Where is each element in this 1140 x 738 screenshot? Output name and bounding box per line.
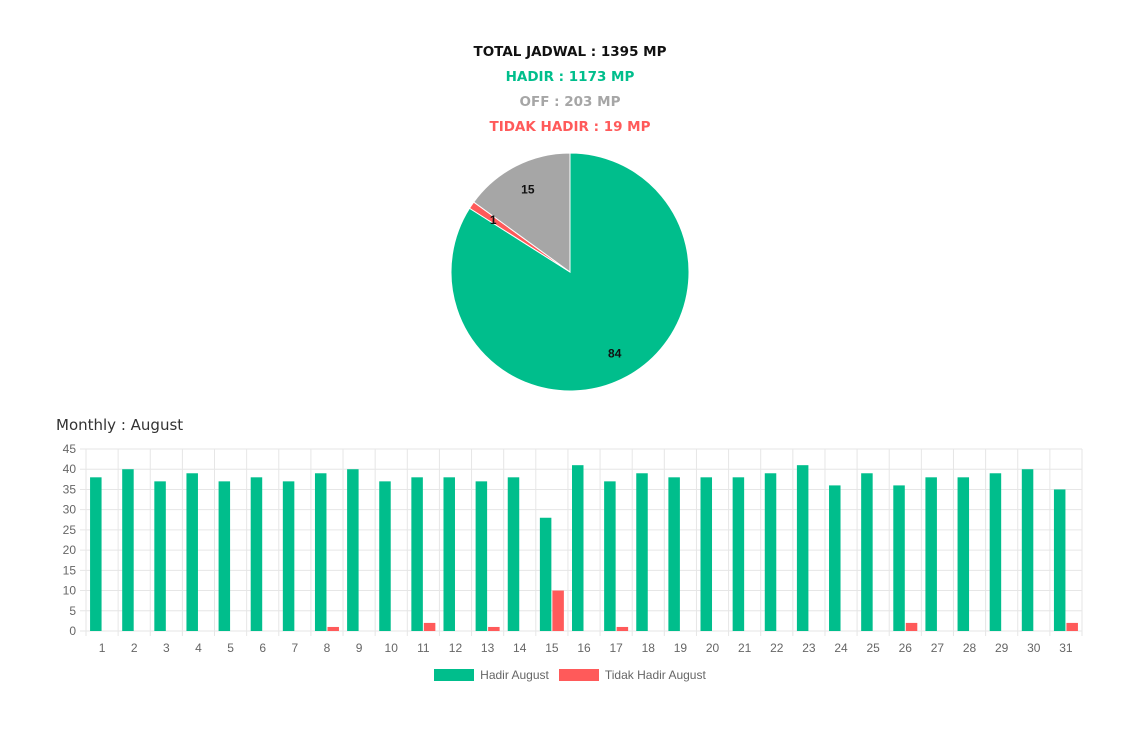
bar-tidak-hadir[interactable] [552,590,564,631]
bar-tidak-hadir[interactable] [1066,622,1078,631]
x-tick-label: 4 [195,641,202,655]
bar-hadir[interactable] [154,481,166,631]
bar-tidak-hadir[interactable] [327,626,339,631]
x-tick-label: 8 [324,641,331,655]
bar-tidak-hadir[interactable] [905,622,918,631]
x-tick-label: 13 [481,641,495,655]
legend-swatch-hadir [434,669,475,681]
y-tick-label: 40 [63,462,77,476]
bar-hadir[interactable] [507,477,520,631]
bar-hadir[interactable] [796,465,809,631]
x-tick-label: 16 [577,641,591,655]
bar-hadir[interactable] [250,477,263,631]
bar-hadir[interactable] [282,481,295,631]
bar-hadir[interactable] [893,485,905,631]
pie-slice-off[interactable] [473,152,571,273]
x-tick-label: 9 [356,641,363,655]
bar-hadir[interactable] [539,517,552,631]
x-tick-label: 20 [706,641,720,655]
y-tick-label: 35 [63,482,77,496]
bar-hadir[interactable] [829,485,841,631]
bar-hadir[interactable] [861,473,873,631]
x-tick-label: 29 [995,641,1009,655]
legend-item-tidak-hadir[interactable]: Tidak Hadir August [558,668,706,682]
bar-hadir[interactable] [700,477,713,631]
x-tick-label: 3 [163,641,170,655]
y-tick-label: 5 [69,604,76,618]
x-tick-label: 10 [385,641,399,655]
monthly-title: Monthly : August [56,416,184,434]
x-tick-label: 6 [259,641,266,655]
legend-swatch-tidak-hadir [558,669,599,681]
bar-hadir[interactable] [475,481,488,631]
bar-hadir[interactable] [604,481,616,631]
x-tick-label: 26 [899,641,913,655]
y-tick-label: 10 [63,584,77,598]
legend-label-tidak-hadir: Tidak Hadir August [604,668,706,682]
pie-label-hadir: 84 [608,346,622,360]
y-tick-label: 20 [63,543,77,557]
bar-hadir[interactable] [218,481,231,631]
bar-hadir[interactable] [186,473,198,631]
bar-hadir[interactable] [957,477,970,631]
y-tick-label: 30 [63,503,77,517]
bar-hadir[interactable] [1021,469,1034,631]
bar-hadir[interactable] [411,477,423,631]
pie-chart: 84 1 15 [450,152,690,392]
x-tick-label: 28 [963,641,977,655]
bar-hadir[interactable] [989,473,1002,631]
x-tick-label: 24 [834,641,848,655]
x-tick-label: 23 [802,641,816,655]
bar-hadir[interactable] [925,477,937,631]
bar-hadir[interactable] [732,477,745,631]
bar-hadir[interactable] [636,473,648,631]
hadir-label: HADIR : 1173 MP [505,69,635,85]
x-tick-label: 7 [291,641,298,655]
off-label: OFF : 203 MP [519,94,621,110]
x-tick-label: 25 [866,641,880,655]
bar-legend: Hadir August Tidak Hadir August [0,668,1140,682]
bar-tidak-hadir[interactable] [616,626,629,631]
y-tick-label: 25 [63,523,77,537]
x-tick-label: 27 [931,641,945,655]
bar-hadir[interactable] [443,477,455,631]
x-tick-label: 12 [449,641,463,655]
bar-hadir[interactable] [572,465,584,631]
bar-tidak-hadir[interactable] [423,622,436,631]
x-tick-label: 15 [545,641,559,655]
x-tick-label: 1 [99,641,106,655]
pie-label-off: 15 [521,182,535,196]
total-jadwal-label: TOTAL JADWAL : 1395 MP [473,44,667,60]
y-tick-label: 15 [63,563,77,577]
x-tick-label: 19 [674,641,688,655]
tidak-hadir-label: TIDAK HADIR : 19 MP [489,119,651,135]
x-tick-label: 31 [1059,641,1073,655]
x-tick-label: 2 [131,641,138,655]
bar-hadir[interactable] [379,481,391,631]
x-tick-label: 11 [417,641,430,655]
x-tick-label: 17 [609,641,623,655]
legend-label-hadir: Hadir August [480,668,549,682]
bar-hadir[interactable] [1053,489,1066,631]
bar-tidak-hadir[interactable] [488,626,500,631]
bar-hadir[interactable] [668,477,680,631]
bar-hadir[interactable] [314,473,327,631]
x-tick-label: 18 [642,641,656,655]
x-tick-label: 30 [1027,641,1041,655]
legend-item-hadir[interactable]: Hadir August [434,668,549,682]
bar-hadir[interactable] [90,477,102,631]
x-tick-label: 5 [227,641,234,655]
bar-hadir[interactable] [347,469,359,631]
y-tick-label: 0 [69,624,76,638]
x-tick-label: 14 [513,641,527,655]
summary-block: TOTAL JADWAL : 1395 MP HADIR : 1173 MP O… [0,40,1140,140]
x-tick-label: 21 [738,641,752,655]
bar-hadir[interactable] [764,473,777,631]
pie-label-tidak-hadir: 1 [490,213,497,227]
x-tick-label: 22 [770,641,784,655]
y-tick-label: 45 [63,442,77,456]
bar-hadir[interactable] [122,469,134,631]
